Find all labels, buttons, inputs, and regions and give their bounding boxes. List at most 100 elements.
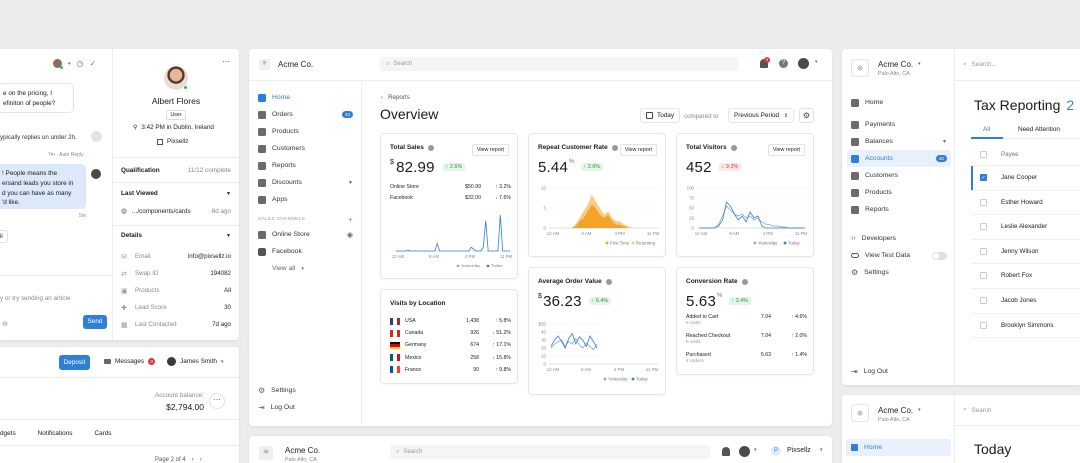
sidebar-item-facebook[interactable]: Facebook bbox=[258, 243, 353, 260]
view-report-button[interactable]: View report bbox=[767, 144, 805, 156]
chevron-down-icon[interactable]: ▾ bbox=[68, 60, 71, 67]
sidebar-item-accounts[interactable]: Accounts 42 bbox=[847, 150, 951, 167]
currency-symbol: $ bbox=[390, 159, 395, 166]
reply-input[interactable]: y or try sending an article bbox=[0, 295, 71, 302]
sidebar-item-settings[interactable]: ⚙ Settings bbox=[258, 386, 296, 395]
help-icon[interactable]: ? bbox=[779, 59, 788, 68]
chevron-down-icon[interactable]: ▾ bbox=[918, 407, 921, 413]
row-checkbox[interactable] bbox=[980, 247, 987, 255]
row-checkbox[interactable] bbox=[980, 198, 987, 206]
table-row[interactable]: Jacob Jones bbox=[971, 289, 1080, 314]
details-header[interactable]: Details ▼ bbox=[121, 232, 231, 239]
row-checkbox[interactable] bbox=[980, 321, 987, 329]
search-input[interactable]: ⌕ Search... bbox=[955, 49, 1080, 81]
tab-all[interactable]: All bbox=[983, 126, 991, 133]
sidebar-item-customers[interactable]: Customers bbox=[258, 140, 353, 157]
chevron-down-icon[interactable]: ▾ bbox=[754, 447, 757, 453]
sidebar-item-products[interactable]: Products bbox=[258, 123, 353, 140]
chevron-down-icon[interactable]: ▾ bbox=[918, 61, 921, 67]
deposit-button[interactable]: Deposit bbox=[59, 355, 90, 370]
chevron-left-icon[interactable]: ‹ bbox=[191, 457, 194, 463]
search-input[interactable]: ⌕ Search bbox=[955, 395, 1080, 426]
sidebar-item-home[interactable]: Home bbox=[258, 89, 353, 106]
row-checkbox[interactable]: ✓ bbox=[980, 174, 987, 181]
sidebar-item-log-out[interactable]: ⇥ Log Out bbox=[851, 367, 888, 376]
sidebar-item-reports[interactable]: Reports bbox=[258, 157, 353, 174]
more-button[interactable]: ⋯ bbox=[209, 393, 225, 409]
sidebar-item-online-store[interactable]: Online Store ◉ bbox=[258, 226, 353, 243]
sidebar-item-home[interactable]: Home bbox=[851, 94, 947, 111]
sidebar-item-reports[interactable]: Reports bbox=[851, 201, 947, 218]
search-input[interactable]: ⌕ Search bbox=[390, 445, 710, 459]
more-icon[interactable]: ⋯ bbox=[222, 57, 230, 66]
view-report-button[interactable]: View report bbox=[471, 144, 509, 156]
view-report-button[interactable]: View report bbox=[619, 144, 657, 156]
bell-icon[interactable] bbox=[722, 447, 730, 456]
sidebar-item-payments[interactable]: Payments bbox=[851, 116, 947, 133]
select-all-checkbox[interactable] bbox=[980, 151, 987, 158]
chevron-down-icon[interactable]: ▾ bbox=[820, 447, 823, 453]
tab-budgets[interactable]: dgets bbox=[0, 430, 16, 437]
qualification-row[interactable]: Qualification 11/12 complete bbox=[121, 167, 231, 174]
switch[interactable] bbox=[932, 251, 947, 260]
period-select[interactable]: Previous Period ⇕ bbox=[728, 108, 794, 123]
profile-column: ⋯ Albert Flores User ⚲ 3:42 PM in Dublin… bbox=[113, 49, 239, 340]
tab-cards[interactable]: Cards bbox=[94, 430, 112, 437]
avatar[interactable] bbox=[798, 58, 809, 69]
user-menu[interactable]: James Smith ▾ bbox=[167, 357, 223, 366]
table-row[interactable]: Leslie Alexander bbox=[971, 215, 1080, 240]
send-button[interactable]: Send bbox=[83, 315, 107, 329]
search-input[interactable]: ⌕ Search bbox=[380, 57, 738, 71]
row-checkbox[interactable] bbox=[980, 272, 987, 280]
sidebar-item-products[interactable]: Products bbox=[851, 184, 947, 201]
x-tick-label: 11 PM bbox=[647, 231, 660, 236]
sales-channels-header: SALES CHANNELS + bbox=[258, 214, 353, 224]
sidebar-item-customers[interactable]: Customers bbox=[851, 167, 947, 184]
y-tick-label: 0 bbox=[544, 226, 547, 231]
messages-button[interactable]: Messages 3 bbox=[104, 358, 156, 365]
table-row[interactable]: Esther Howard bbox=[971, 191, 1080, 216]
last-viewed-row[interactable]: ◍ …/components/cards 8d ago bbox=[121, 207, 231, 216]
sidebar-item-balances[interactable]: Balances ▼ bbox=[851, 133, 947, 150]
sidebar-item-developers[interactable]: ‹› Developers bbox=[851, 235, 897, 242]
tab-notifications[interactable]: Notifications bbox=[37, 430, 73, 437]
balances-icon bbox=[851, 137, 859, 146]
attachment-chip[interactable]: il bbox=[0, 230, 8, 243]
last-viewed-header[interactable]: Last Viewed ▼ bbox=[121, 190, 231, 197]
sidebar-item-home[interactable]: Home bbox=[846, 439, 951, 456]
page-indicator: Page 2 of 4 bbox=[155, 457, 186, 463]
chevron-down-icon[interactable]: ▾ bbox=[815, 59, 818, 65]
settings-button[interactable]: ⚙ bbox=[799, 108, 814, 123]
check-icon[interactable]: ✓ bbox=[89, 59, 97, 68]
legend-label: Yesterday bbox=[461, 264, 481, 268]
link-icon[interactable]: ⊖ bbox=[2, 321, 8, 328]
table-row[interactable]: Jenny Wilson bbox=[971, 240, 1080, 265]
app-logo-icon: ⁜ bbox=[851, 404, 869, 422]
tab-need-attention[interactable]: Need Attention bbox=[1018, 126, 1060, 133]
sidebar-item-discounts[interactable]: Discounts ▼ bbox=[258, 174, 353, 191]
clock-icon[interactable]: ◷ bbox=[76, 59, 84, 68]
date-picker[interactable]: Today bbox=[640, 108, 681, 123]
sidebar-item-orders[interactable]: Orders 44 bbox=[258, 106, 353, 123]
y-tick-label: $50 bbox=[539, 322, 547, 327]
brand-name[interactable]: Pixsellz bbox=[787, 447, 811, 454]
sidebar-item-log-out[interactable]: ⇥ Log Out bbox=[258, 403, 295, 412]
table-row[interactable]: Robert Fox bbox=[971, 264, 1080, 289]
view-all-link[interactable]: View all ▾ bbox=[272, 265, 304, 272]
chevron-right-icon[interactable]: › bbox=[199, 457, 202, 463]
avatar[interactable] bbox=[739, 446, 750, 457]
sales-row: Online Store $50.99 ↑ 3.2% bbox=[390, 181, 511, 192]
bell-icon[interactable] bbox=[760, 59, 768, 68]
visits-list: USA 1,438 ↑ 5.8% Canada 926 ↓ 51.2% Germany 674… bbox=[390, 315, 511, 376]
sidebar-item-settings[interactable]: ⚙ Settings bbox=[851, 264, 947, 281]
row-checkbox[interactable] bbox=[980, 296, 987, 304]
breadcrumb[interactable]: ‹ Reports bbox=[381, 94, 410, 101]
table-row[interactable]: ✓ Jane Cooper bbox=[971, 166, 1080, 191]
sidebar-item-apps[interactable]: Apps bbox=[258, 191, 353, 208]
table-row[interactable]: Brooklyn Simmons bbox=[971, 314, 1080, 339]
avatar[interactable] bbox=[53, 59, 63, 69]
row-checkbox[interactable] bbox=[980, 223, 987, 231]
add-channel-icon[interactable]: + bbox=[348, 214, 353, 224]
eye-icon[interactable]: ◉ bbox=[346, 231, 353, 239]
test-data-toggle[interactable]: View Test Data bbox=[851, 247, 947, 264]
